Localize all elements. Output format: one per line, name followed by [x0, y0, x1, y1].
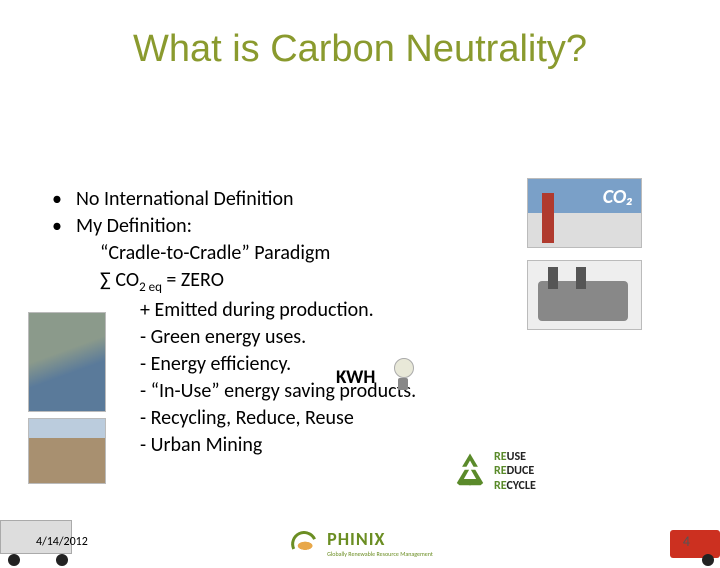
cycle: CYCLE [506, 479, 535, 493]
co2-suffix: = ZERO [162, 268, 224, 292]
logo-text: PHINIX [327, 528, 433, 550]
duce: DUCE [507, 464, 535, 478]
dam-image [28, 312, 106, 412]
co2-prefix: ∑ CO [100, 268, 139, 292]
reuse-reduce-recycle-graphic: REUSE REDUCE RECYCLE [448, 446, 554, 500]
recycle-icon [448, 450, 492, 494]
bullet-marker: • [52, 186, 76, 213]
slide-title: What is Carbon Neutrality? [0, 28, 720, 71]
re1: RE [494, 450, 507, 464]
crucible-image [527, 260, 642, 330]
bullet-2-text: My Definition: [76, 213, 192, 240]
footer-date: 4/14/2012 [36, 535, 88, 549]
bullet-marker: • [52, 213, 76, 240]
truck-wheel [8, 554, 20, 566]
truck-wheel [702, 554, 714, 566]
re3: RE [494, 479, 506, 493]
recycle-text: REUSE REDUCE RECYCLE [494, 450, 536, 493]
use: USE [507, 450, 526, 464]
co2-sub: 2 eq [139, 280, 162, 295]
co2-smokestack-image [527, 178, 642, 248]
page-number: 4 [683, 533, 690, 550]
truck-wheel [56, 554, 68, 566]
line-inuse: - “In-Use” energy saving products. [52, 378, 612, 405]
bullet-1-text: No International Definition [76, 186, 294, 213]
logo-tagline: Globally Renewable Resource Management [327, 550, 433, 558]
landfill-image [28, 418, 106, 484]
logo-swoosh-icon [287, 529, 323, 557]
lightbulb-icon [392, 358, 414, 390]
truck-image [0, 71, 130, 137]
kwh-label: KWH [336, 366, 375, 389]
phinix-logo: PHINIX Globally Renewable Resource Manag… [287, 528, 433, 558]
line-recycling: - Recycling, Reduce, Reuse [52, 405, 612, 432]
re2: RE [494, 464, 507, 478]
line-efficiency: - Energy efficiency. [52, 351, 612, 378]
